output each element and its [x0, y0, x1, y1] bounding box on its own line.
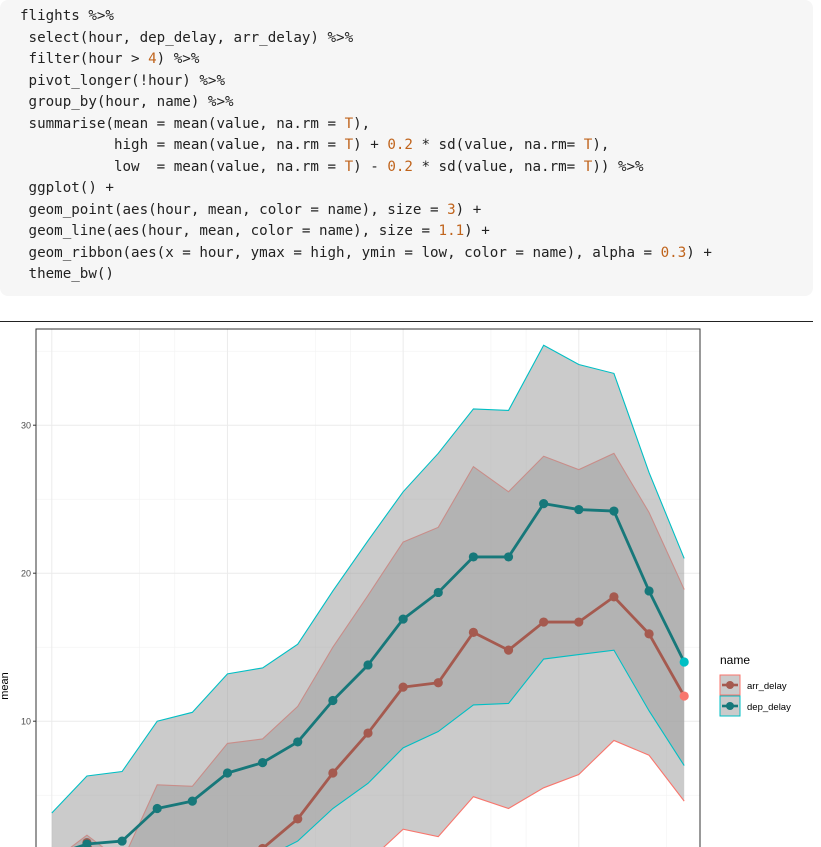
code-block: flights %>% select(hour, dep_delay, arr_…	[0, 0, 813, 296]
legend-title: name	[720, 653, 750, 667]
code-literal: T	[583, 158, 593, 175]
y-tick-label: 30	[21, 421, 31, 431]
point-arr_delay	[539, 617, 549, 627]
point-dep_delay	[539, 499, 549, 509]
code-token: ),	[353, 115, 371, 132]
point-dep_delay	[117, 836, 127, 846]
point-dep_delay	[609, 506, 619, 516]
legend-key-point	[726, 702, 734, 710]
legend-key-point	[726, 681, 734, 689]
y-tick-label: 10	[21, 717, 31, 727]
code-token: geom_ribbon(aes(x = hour, ymax = high, y…	[20, 244, 661, 261]
point-arr_delay	[574, 617, 584, 627]
code-line: select(hour, dep_delay, arr_delay) %>%	[20, 28, 813, 50]
legend: name arr_delay dep_delay	[719, 653, 791, 717]
point-dep_delay	[363, 660, 373, 670]
code-literal: 1.1	[438, 223, 465, 239]
point-dep_delay	[152, 803, 162, 814]
code-literal: 4	[148, 51, 157, 67]
code-literal: 0.2	[387, 137, 413, 153]
point-dep_delay	[328, 695, 338, 706]
point-arr_delay	[503, 645, 514, 655]
panel-border	[35, 328, 701, 847]
code-line: geom_line(aes(hour, mean, color = name),…	[20, 221, 813, 243]
code-token: ) +	[353, 137, 388, 153]
point-dep_delay	[82, 839, 92, 847]
legend-label: arr_delay	[747, 681, 787, 692]
ribbon-dep_delay	[51, 345, 685, 847]
code-token: ) +	[464, 223, 490, 239]
point-dep_delay	[187, 796, 197, 806]
code-token: ) -	[353, 158, 388, 175]
point-dep_delay	[222, 768, 233, 778]
point-dep_delay	[293, 737, 303, 747]
code-literal: 0.3	[660, 244, 687, 261]
code-line: filter(hour > 4) %>%	[20, 49, 813, 71]
point-arr_delay	[609, 592, 619, 602]
code-token: * sd(value, na.rm=	[412, 158, 584, 175]
code-line: summarise(mean = mean(value, na.rm = T),	[20, 114, 813, 136]
code-token: )) %>%	[592, 158, 644, 175]
code-line: group_by(hour, name) %>%	[20, 92, 813, 114]
point-dep_delay	[258, 758, 268, 768]
code-token: group_by(hour, name) %>%	[20, 94, 234, 110]
point-dep_delay	[574, 504, 584, 515]
point-dep_delay	[433, 587, 443, 598]
code-line: low = mean(value, na.rm = T) - 0.2 * sd(…	[20, 157, 813, 179]
code-line: geom_ribbon(aes(x = hour, ymax = high, y…	[20, 243, 813, 265]
point-arr_delay	[644, 629, 654, 639]
code-literal: T	[344, 137, 354, 153]
code-literal: T	[583, 137, 593, 153]
code-token: pivot_longer(!hour) %>%	[20, 72, 225, 89]
point-dep_delay	[679, 657, 689, 667]
ribbon-plot: 10 20 30 mean name arr_delay dep_delay	[0, 328, 791, 847]
divider	[0, 321, 813, 322]
point-dep_delay	[644, 586, 654, 596]
point-arr_delay	[363, 728, 373, 738]
point-arr_delay	[258, 843, 267, 847]
code-token: flights %>%	[20, 8, 114, 24]
point-dep_delay	[398, 614, 408, 624]
code-token: geom_line(aes(hour, mean, color = name),…	[20, 223, 439, 239]
code-token: high = mean(value, na.rm =	[20, 137, 345, 153]
code-token: theme_bw()	[20, 266, 114, 282]
code-token: * sd(value, na.rm=	[412, 137, 584, 153]
code-token: ggplot() +	[20, 180, 114, 196]
point-dep_delay	[503, 552, 514, 562]
ribbon-upper-edge-dep_delay	[51, 344, 685, 814]
y-axis-label: mean	[0, 672, 11, 700]
ribbon-lower-edge-arr_delay	[383, 739, 685, 847]
point-dep_delay	[468, 552, 478, 562]
code-line: high = mean(value, na.rm = T) + 0.2 * sd…	[20, 135, 813, 157]
code-literal: T	[344, 158, 354, 175]
code-line: theme_bw()	[20, 264, 813, 286]
point-arr_delay	[433, 678, 443, 688]
point-arr_delay	[468, 627, 478, 637]
point-arr_delay	[398, 682, 408, 692]
code-token: low = mean(value, na.rm =	[20, 158, 345, 175]
ribbon-lower-edge-dep_delay	[284, 649, 685, 847]
code-token: select(hour, dep_delay, arr_delay) %>%	[20, 29, 354, 46]
point-arr_delay	[328, 768, 338, 778]
code-token: summarise(mean = mean(value, na.rm =	[20, 115, 345, 132]
code-token: ) %>%	[156, 51, 200, 67]
code-literal: T	[344, 115, 354, 132]
y-tick-label: 20	[21, 569, 31, 579]
data-layers	[51, 344, 689, 847]
code-token: ) +	[455, 201, 482, 218]
code-token: geom_point(aes(hour, mean, color = name)…	[20, 201, 448, 218]
code-line: ggplot() +	[20, 178, 813, 200]
code-line: flights %>%	[20, 6, 813, 28]
code-token: ) +	[686, 244, 712, 261]
y-axis: 10 20 30	[21, 421, 36, 727]
point-arr_delay	[293, 814, 303, 824]
code-line: geom_point(aes(hour, mean, color = name)…	[20, 200, 813, 222]
code-token: filter(hour >	[20, 51, 149, 67]
legend-label: dep_delay	[747, 702, 791, 713]
code-literal: 0.2	[387, 158, 413, 175]
code-literal: 3	[447, 201, 456, 218]
point-arr_delay	[679, 691, 689, 701]
code-token: ),	[592, 137, 610, 153]
code-line: pivot_longer(!hour) %>%	[20, 71, 813, 93]
